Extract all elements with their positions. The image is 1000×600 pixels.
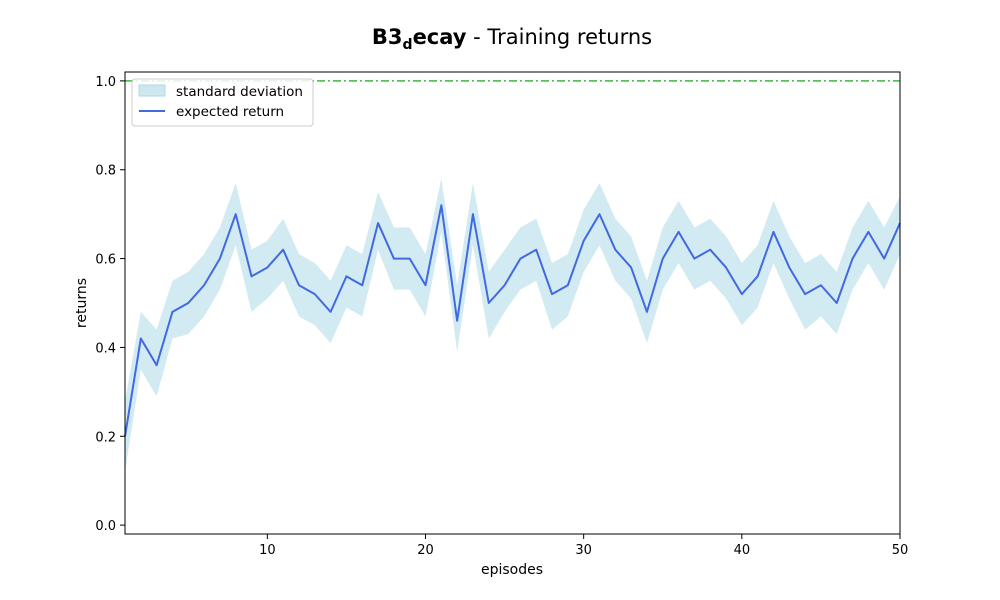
series-line-expected-return xyxy=(124,204,901,437)
y-tick-label: 0.0 xyxy=(95,519,116,534)
y-tick-label: 0.8 xyxy=(95,164,116,179)
y-tick-label: 0.2 xyxy=(95,430,116,445)
legend-label-standard-deviation: standard deviation xyxy=(176,84,303,100)
title-bold-tail: ecay xyxy=(413,25,467,49)
title-bold-part: B3 xyxy=(372,25,403,49)
title-regular-part: - Training returns xyxy=(466,25,652,49)
x-tick-label: 20 xyxy=(417,543,434,558)
legend-box xyxy=(131,78,314,127)
x-tick-label: 40 xyxy=(734,543,751,558)
chart-title: B3decay - Training returns xyxy=(372,25,652,53)
x-tick-label: 50 xyxy=(892,543,909,558)
y-tick-label: 0.6 xyxy=(95,253,116,268)
y-axis-ticks: 0.0 0.2 0.4 0.6 0.8 1.0 xyxy=(95,75,125,534)
y-tick-label: 0.4 xyxy=(95,341,116,356)
title-bold-subscript: d xyxy=(403,37,413,53)
legend: standard deviation expected return xyxy=(131,78,314,127)
y-tick-label: 1.0 xyxy=(95,75,116,90)
plot-area-frame xyxy=(124,71,901,535)
y-axis-label: returns xyxy=(74,278,90,328)
x-axis-ticks: 10 20 30 40 50 xyxy=(259,534,908,558)
legend-swatch-standard-deviation xyxy=(138,84,166,97)
x-axis-label: episodes xyxy=(481,562,543,578)
x-tick-label: 30 xyxy=(575,543,592,558)
x-tick-label: 10 xyxy=(259,543,276,558)
expected-return-layer xyxy=(124,204,901,437)
legend-label-expected-return: expected return xyxy=(176,104,284,120)
